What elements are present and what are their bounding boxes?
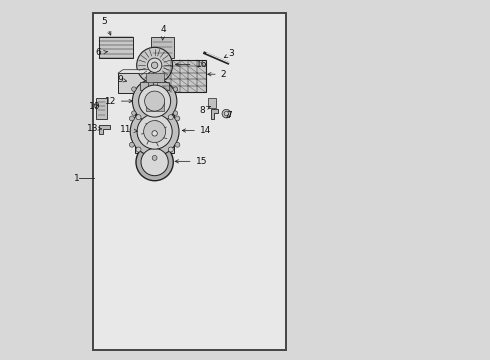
Bar bbox=[140, 82, 169, 90]
Circle shape bbox=[129, 142, 134, 147]
Circle shape bbox=[136, 147, 141, 152]
Circle shape bbox=[132, 111, 136, 115]
Bar bbox=[118, 73, 148, 93]
Circle shape bbox=[151, 62, 158, 68]
Text: 6: 6 bbox=[96, 48, 107, 57]
Circle shape bbox=[152, 75, 157, 79]
Circle shape bbox=[168, 115, 173, 120]
Bar bbox=[152, 82, 157, 89]
Circle shape bbox=[224, 112, 228, 116]
Bar bbox=[99, 37, 133, 58]
Circle shape bbox=[132, 79, 177, 123]
Circle shape bbox=[136, 143, 173, 181]
Circle shape bbox=[139, 85, 171, 117]
Text: 15: 15 bbox=[175, 157, 207, 166]
Text: 7: 7 bbox=[226, 111, 232, 120]
Circle shape bbox=[141, 148, 168, 176]
Text: 8: 8 bbox=[199, 105, 210, 114]
Circle shape bbox=[175, 142, 180, 147]
Bar bbox=[146, 73, 164, 82]
Text: 13: 13 bbox=[87, 123, 101, 132]
Text: 4: 4 bbox=[161, 25, 167, 40]
Text: 14: 14 bbox=[182, 126, 211, 135]
Circle shape bbox=[144, 121, 166, 143]
Circle shape bbox=[137, 114, 172, 149]
Bar bbox=[151, 37, 174, 58]
Bar bbox=[96, 98, 107, 119]
Text: 12: 12 bbox=[104, 96, 132, 105]
Circle shape bbox=[129, 116, 134, 121]
Polygon shape bbox=[118, 70, 153, 73]
Text: 11: 11 bbox=[120, 125, 137, 134]
Circle shape bbox=[168, 147, 173, 152]
Circle shape bbox=[136, 115, 141, 120]
Polygon shape bbox=[148, 70, 153, 93]
Text: 1: 1 bbox=[74, 174, 79, 183]
Text: 2: 2 bbox=[208, 70, 226, 79]
Circle shape bbox=[152, 157, 157, 163]
Circle shape bbox=[145, 91, 165, 111]
Text: 3: 3 bbox=[224, 49, 234, 58]
Circle shape bbox=[140, 118, 170, 148]
Bar bbox=[163, 60, 205, 92]
Circle shape bbox=[137, 47, 172, 83]
Text: 10: 10 bbox=[89, 102, 101, 111]
Circle shape bbox=[132, 87, 136, 91]
Text: 5: 5 bbox=[101, 17, 111, 35]
Circle shape bbox=[130, 107, 179, 156]
Circle shape bbox=[152, 156, 157, 160]
Circle shape bbox=[175, 116, 180, 121]
Text: 16: 16 bbox=[175, 60, 207, 69]
Circle shape bbox=[152, 123, 157, 127]
Polygon shape bbox=[99, 125, 110, 134]
Bar bbox=[146, 102, 164, 111]
Circle shape bbox=[152, 131, 157, 136]
Circle shape bbox=[173, 111, 178, 115]
Circle shape bbox=[147, 58, 162, 72]
Polygon shape bbox=[211, 109, 219, 119]
Bar bbox=[208, 98, 216, 108]
Circle shape bbox=[222, 109, 231, 118]
Text: 9: 9 bbox=[117, 75, 126, 84]
Bar bbox=[93, 13, 286, 350]
Circle shape bbox=[173, 87, 178, 91]
Circle shape bbox=[152, 103, 157, 108]
Bar bbox=[135, 114, 174, 153]
